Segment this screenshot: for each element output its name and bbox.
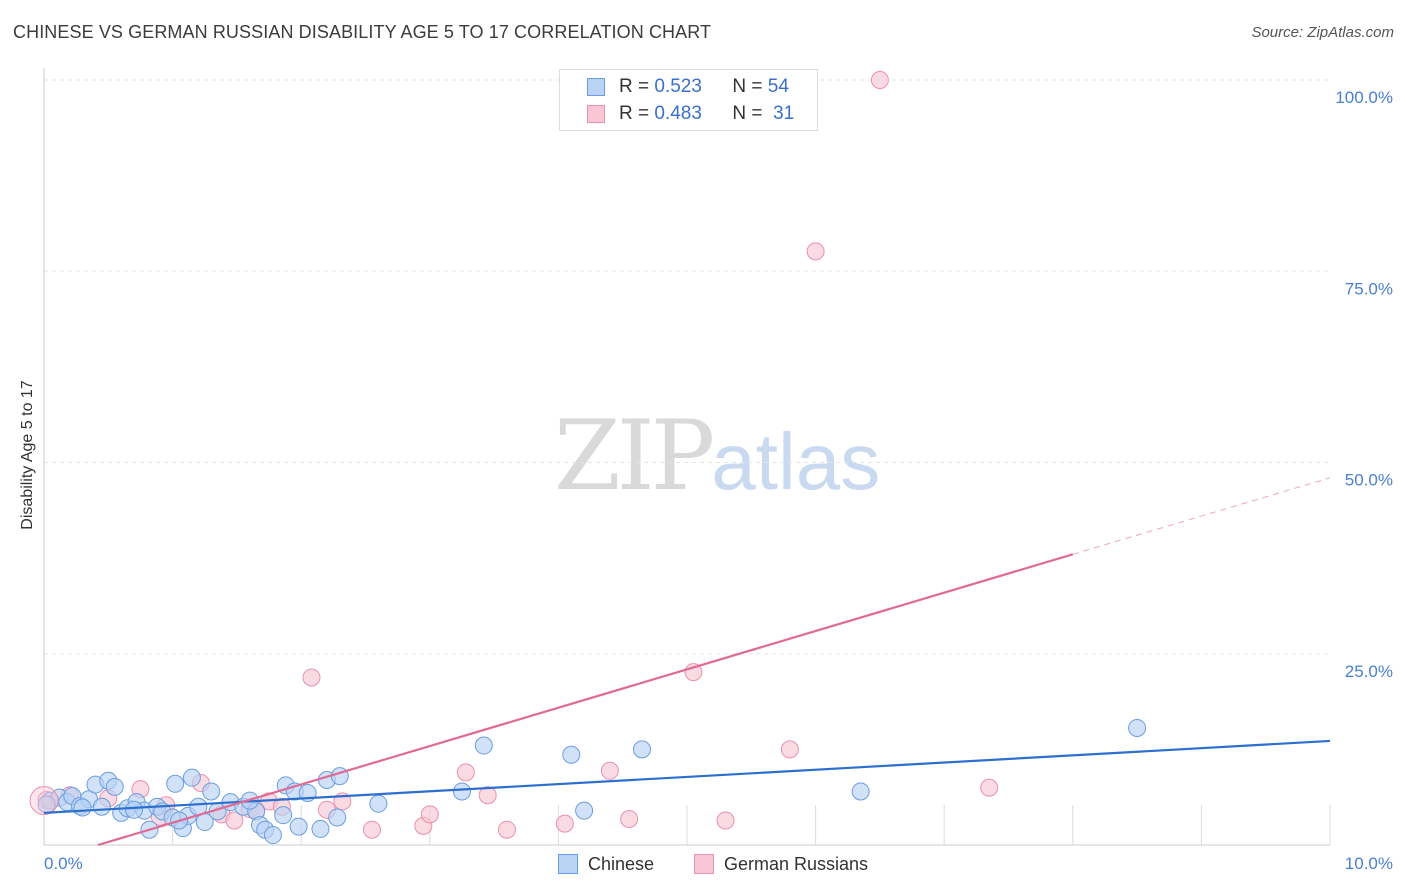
legend-r-value-german-russians: 0.483: [654, 103, 702, 124]
legend-n-value-german-russians: 31: [773, 103, 795, 124]
watermark: ZIPatlas: [554, 400, 880, 512]
y-tick-label: 50.0%: [1345, 471, 1393, 490]
chinese-point: [311, 819, 330, 838]
chinese-point: [289, 817, 308, 836]
bottom-legend-swatch-german-russians: [694, 854, 714, 874]
german-russians-point: [600, 761, 619, 780]
watermark-zip: ZIP: [554, 400, 715, 512]
legend-n-label: N =: [732, 76, 763, 97]
german-russians-point: [870, 71, 889, 89]
chinese-point: [851, 782, 870, 801]
legend-row-chinese: R = 0.523 N = 54: [560, 74, 789, 100]
german-russians-point: [620, 809, 639, 828]
chinese-point: [274, 806, 293, 825]
chinese-point: [202, 782, 221, 801]
german-russians-point: [362, 820, 381, 839]
legend-swatch-chinese: [587, 78, 605, 96]
legend-row-german-russians: R = 0.483 N = 31: [560, 101, 794, 127]
chinese-point: [263, 826, 282, 845]
chinese-point: [328, 808, 347, 827]
x-tick-label-max: 10.0%: [1345, 854, 1393, 873]
chinese-point: [562, 745, 581, 764]
german-russians-point: [497, 820, 516, 839]
legend-r-label: R =: [619, 103, 650, 124]
german-russians-point: [29, 786, 59, 816]
german-russians-trend-line: [97, 553, 1074, 847]
german-russians-point: [980, 778, 999, 797]
legend-r-label: R =: [619, 76, 650, 97]
chinese-point: [452, 782, 471, 801]
bottom-legend-label-chinese: Chinese: [588, 853, 655, 874]
bottom-legend-label-german-russians: German Russians: [724, 853, 869, 874]
chart-title: CHINESE VS GERMAN RUSSIAN DISABILITY AGE…: [13, 22, 712, 42]
source-label: Source: ZipAtlas.com: [1251, 24, 1394, 41]
correlation-legend: R = 0.523 N = 54 R = 0.483 N = 31: [559, 69, 818, 131]
bottom-legend-german-russians: German Russians: [694, 852, 868, 876]
german-russians-point: [420, 805, 439, 824]
german-russians-point: [456, 763, 475, 782]
chinese-point: [92, 797, 111, 816]
german-russians-trend-line-extension: [1072, 477, 1331, 555]
chinese-point: [182, 768, 201, 787]
german-russians-point: [716, 811, 735, 830]
y-tick-label: 100.0%: [1335, 88, 1393, 107]
german-russians-point: [555, 814, 574, 833]
watermark-atlas: atlas: [711, 417, 881, 506]
chinese-point: [632, 740, 651, 759]
german-russians-point: [302, 668, 321, 687]
chinese-point: [369, 794, 388, 813]
chinese-point: [166, 774, 185, 793]
legend-n-value-chinese: 54: [767, 76, 789, 97]
chinese-point: [105, 777, 124, 796]
german-russians-point: [478, 786, 497, 805]
legend-r-value-chinese: 0.523: [654, 76, 702, 97]
bottom-legend-chinese: Chinese: [558, 852, 654, 876]
german-russians-point: [225, 811, 244, 830]
legend-swatch-german-russians: [587, 105, 605, 123]
chinese-point: [1128, 718, 1147, 737]
chinese-point: [125, 800, 144, 819]
y-tick-label: 75.0%: [1345, 279, 1393, 298]
german-russians-point: [806, 242, 825, 261]
chinese-point: [73, 798, 92, 817]
german-russians-point: [780, 740, 799, 759]
bottom-legend-swatch-chinese: [558, 854, 578, 874]
y-tick-label: 25.0%: [1345, 662, 1393, 681]
chinese-point: [474, 736, 493, 755]
chinese-point: [575, 801, 594, 820]
x-tick-label-min: 0.0%: [44, 854, 83, 873]
chinese-trend-line: [43, 739, 1331, 814]
legend-n-label: N =: [732, 103, 763, 124]
